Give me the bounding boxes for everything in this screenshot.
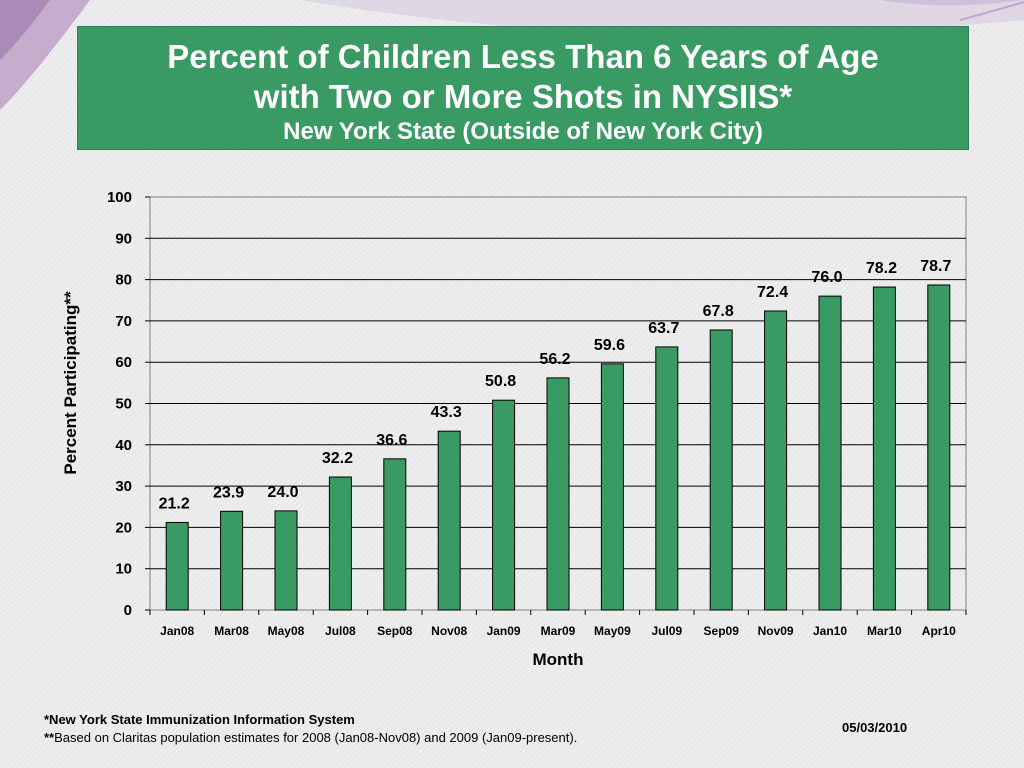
bar-Sep09	[709, 329, 733, 611]
y-tick-label: 20	[115, 519, 132, 536]
y-tick-label: 100	[107, 189, 132, 206]
data-label-May09: 59.6	[594, 337, 625, 354]
data-label-Mar10: 78.2	[866, 260, 897, 277]
x-tick-label-Jul09: Jul09	[651, 624, 682, 638]
x-tick-label-Apr10: Apr10	[922, 624, 956, 638]
bar-Jan08	[165, 521, 189, 611]
data-label-Jan09: 50.8	[485, 373, 516, 390]
y-axis-title: Percent Participating**	[61, 291, 80, 475]
y-tick-label: 0	[124, 602, 132, 619]
data-label-May08: 24.0	[267, 484, 298, 501]
bar-Jul09	[655, 346, 679, 611]
data-labels: 21.2 23.9 24.0 32.2 36.6 43.3 50.8 56.2 59.6 63.7…	[159, 258, 952, 512]
slide-date: 05/03/2010	[842, 720, 908, 735]
x-tick-label-Sep09: Sep09	[704, 624, 740, 638]
x-tick-label-Jan09: Jan09	[487, 624, 521, 638]
x-tick-label-May09: May09	[594, 624, 631, 638]
bar-Nov08	[437, 430, 461, 611]
x-tick-label-Jan10: Jan10	[813, 624, 847, 638]
y-tick-label: 90	[115, 230, 132, 247]
footnote-claritas: **Based on Claritas population estimates…	[44, 729, 577, 747]
bar-Mar08	[220, 510, 244, 611]
y-axis-ticks: 0 10 20 30 40 50 60 70 80 90 100	[107, 189, 150, 619]
data-label-Jul08: 32.2	[322, 450, 353, 467]
bar-May09	[600, 363, 624, 611]
bar-May08	[274, 510, 298, 611]
y-tick-label: 50	[115, 396, 132, 413]
bar-Jul08	[328, 476, 352, 611]
footnote-claritas-text: Based on Claritas population estimates f…	[54, 730, 578, 745]
data-label-Nov08: 43.3	[431, 404, 462, 421]
x-axis-ticks: Jan08 Mar08 May08 Jul08 Sep08 Nov08 Jan09 Mar09…	[149, 610, 967, 638]
chart-subtitle: New York State (Outside of New York City…	[283, 118, 763, 145]
x-tick-label-Mar08: Mar08	[214, 624, 249, 638]
chart-title-line1: Percent of Children Less Than 6 Years of…	[167, 38, 879, 75]
data-label-Sep08: 36.6	[376, 432, 407, 449]
data-label-Apr10: 78.7	[920, 258, 951, 275]
bar-Jan09	[492, 399, 516, 611]
x-tick-label-Jan08: Jan08	[160, 624, 194, 638]
x-tick-label-Mar09: Mar09	[541, 624, 576, 638]
y-tick-label: 10	[115, 561, 132, 578]
data-label-Jan08: 21.2	[159, 495, 190, 512]
bars	[165, 284, 951, 611]
data-label-Nov09: 72.4	[757, 284, 788, 301]
bar-Mar09	[546, 377, 570, 611]
y-tick-label: 80	[115, 272, 132, 289]
x-tick-label-Mar10: Mar10	[867, 624, 902, 638]
title-banner: Percent of Children Less Than 6 Years of…	[77, 26, 969, 150]
x-tick-label-Nov08: Nov08	[431, 624, 467, 638]
data-label-Jul09: 63.7	[648, 320, 679, 337]
footnote-nysiis: *New York State Immunization Information…	[44, 712, 355, 727]
data-label-Sep09: 67.8	[703, 303, 734, 320]
bar-Mar10	[872, 286, 896, 611]
bar-Apr10	[927, 284, 951, 611]
data-label-Jan10: 76.0	[811, 269, 842, 286]
data-label-Mar09: 56.2	[539, 351, 570, 368]
y-tick-label: 40	[115, 437, 132, 454]
bar-Nov09	[764, 310, 788, 611]
y-tick-label: 70	[115, 313, 132, 330]
data-label-Mar08: 23.9	[213, 484, 244, 501]
x-tick-label-Sep08: Sep08	[377, 624, 413, 638]
x-tick-label-May08: May08	[268, 624, 305, 638]
x-tick-label-Nov09: Nov09	[758, 624, 794, 638]
footnotes: *New York State Immunization Information…	[44, 711, 577, 747]
chart-title-line2: with Two or More Shots in NYSIIS*	[253, 78, 793, 115]
y-tick-label: 30	[115, 478, 132, 495]
y-tick-label: 60	[115, 354, 132, 371]
x-tick-label-Jul08: Jul08	[325, 624, 356, 638]
footnote-marker: **	[44, 730, 55, 745]
bar-Sep08	[383, 458, 407, 611]
x-axis-title: Month	[533, 650, 584, 669]
bar-Jan10	[818, 295, 842, 611]
